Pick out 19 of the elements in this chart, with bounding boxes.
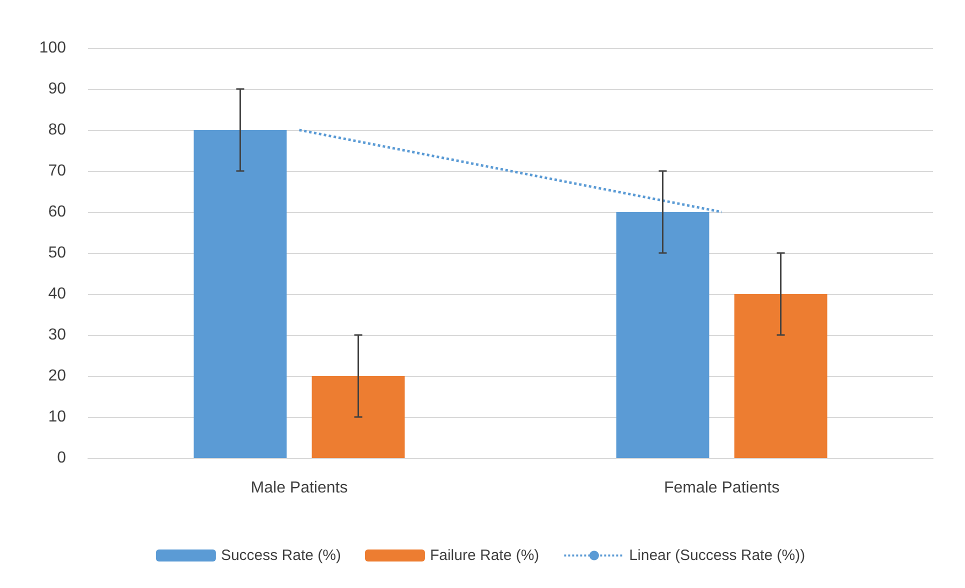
y-tick-label: 30 <box>48 326 66 344</box>
x-tick-label: Female Patients <box>664 480 780 496</box>
y-tick-label: 20 <box>48 368 66 384</box>
y-tick-label: 70 <box>48 162 66 180</box>
y-tick-label: 100 <box>39 40 66 56</box>
x-tick-label: Male Patients <box>250 480 348 496</box>
y-tick-label: 10 <box>48 408 66 426</box>
legend-label: Failure Rate (%) <box>430 547 540 564</box>
y-tick-label: 50 <box>48 244 66 262</box>
y-tick-label: 40 <box>48 286 66 302</box>
y-tick-label: 60 <box>48 204 66 220</box>
y-tick-label: 90 <box>48 80 66 98</box>
bar <box>194 130 287 458</box>
y-tick-label: 80 <box>48 122 66 138</box>
legend-label: Linear (Success Rate (%)) <box>629 547 806 564</box>
bar <box>312 376 405 458</box>
y-tick-label: 0 <box>57 450 66 466</box>
legend-label: Success Rate (%) <box>220 547 341 564</box>
bar <box>734 294 828 458</box>
